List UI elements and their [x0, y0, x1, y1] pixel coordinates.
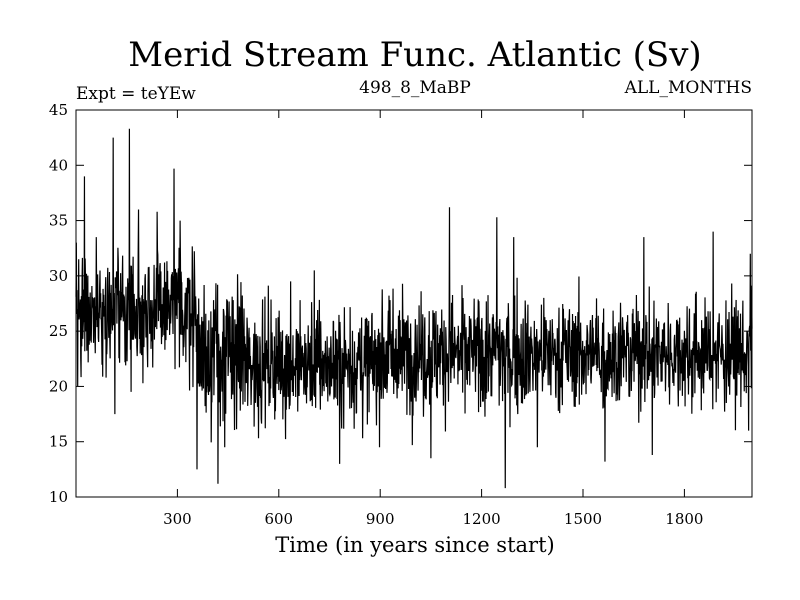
months-label: ALL_MONTHS [624, 78, 752, 98]
x-tick-label: 1200 [463, 510, 501, 528]
y-tick-label: 45 [49, 101, 68, 119]
y-tick-label: 40 [49, 156, 68, 174]
x-axis-label: Time (in years since start) [275, 533, 554, 557]
y-tick-label: 35 [49, 212, 68, 230]
y-tick-label: 25 [49, 322, 68, 340]
x-tick-label: 1800 [665, 510, 703, 528]
y-tick-label: 30 [49, 267, 68, 285]
x-tick-label: 900 [366, 510, 395, 528]
experiment-label: Expt = teYEw [76, 84, 196, 104]
x-tick-label: 1500 [564, 510, 602, 528]
y-tick-label: 15 [49, 433, 68, 451]
y-tick-label: 20 [49, 377, 68, 395]
run-label: 498_8_MaBP [359, 78, 471, 98]
y-tick-label: 10 [49, 488, 68, 506]
x-tick-label: 600 [264, 510, 293, 528]
chart-title: Merid Stream Func. Atlantic (Sv) [128, 35, 701, 75]
series-line [75, 128, 753, 489]
x-axis: 300 600 900 1200 1500 1800 [163, 110, 703, 528]
x-tick-label: 300 [163, 510, 192, 528]
